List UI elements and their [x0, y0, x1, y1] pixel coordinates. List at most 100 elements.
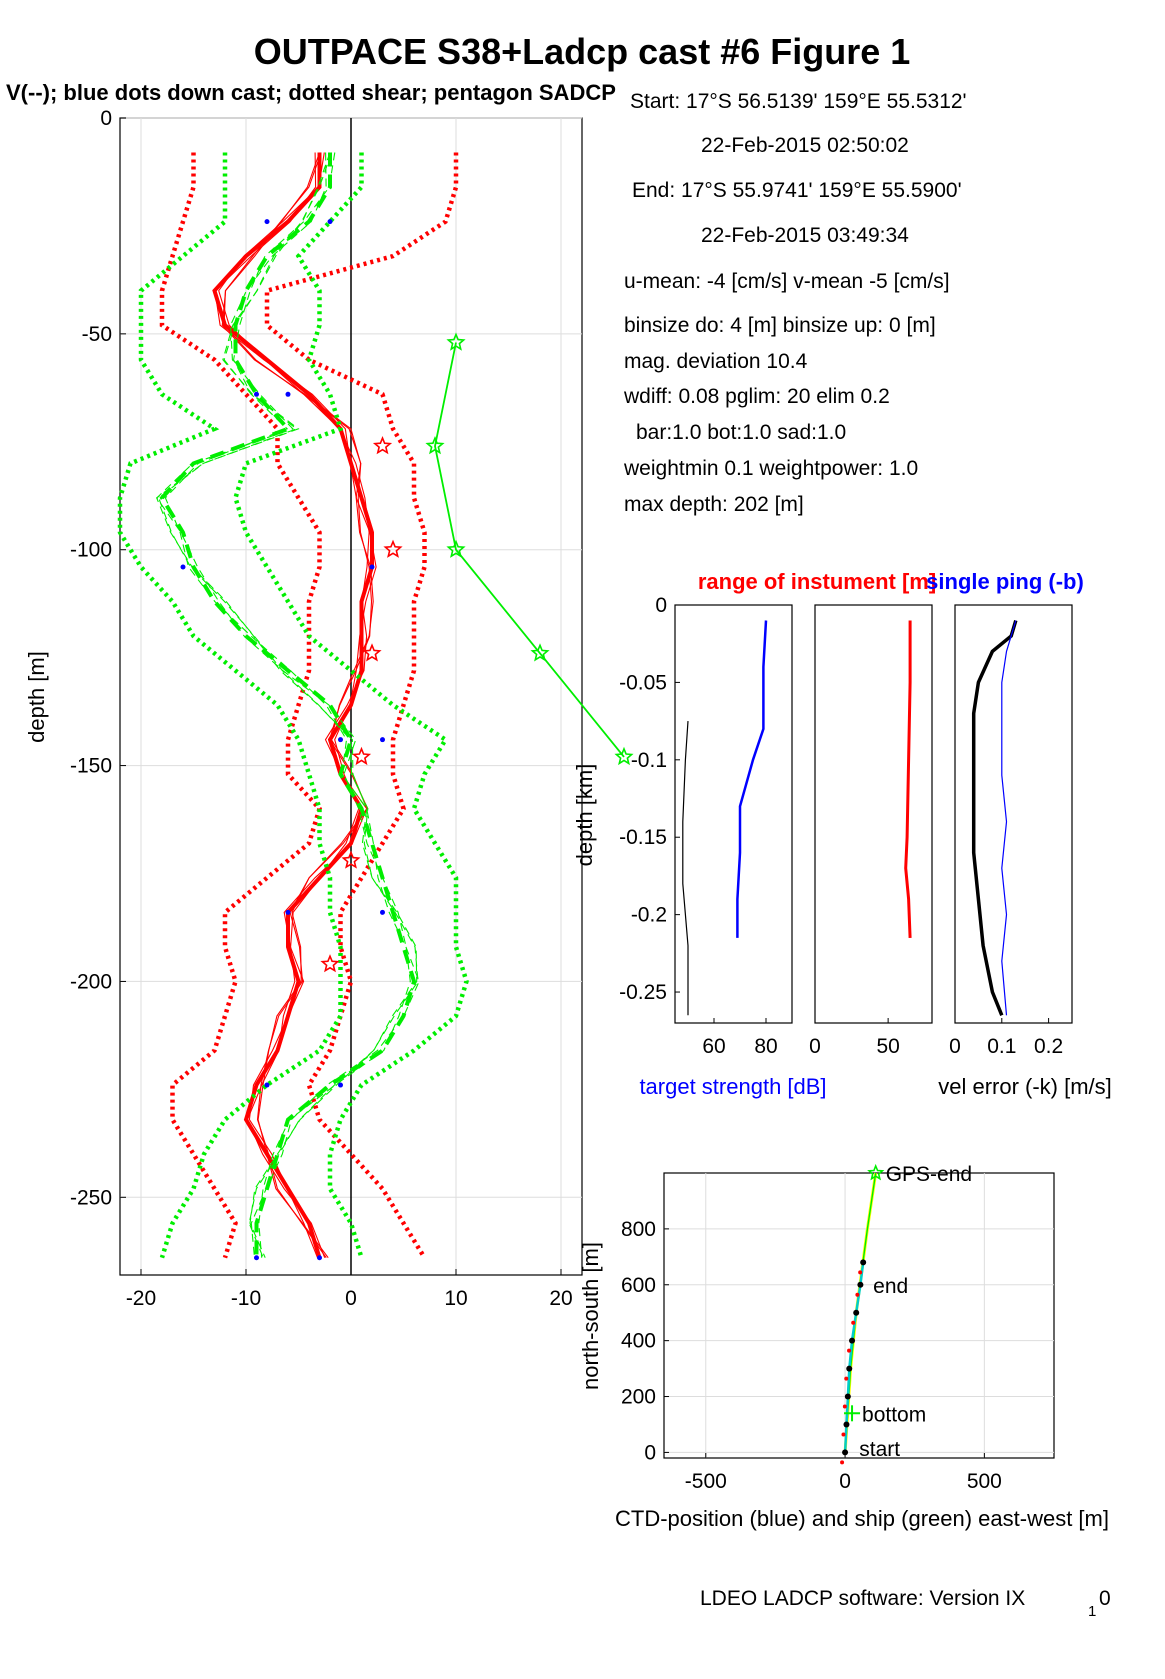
velocity-profile-panel: -20 -10 0 10 200-50-100-150-200-250 depth [m… — [24, 107, 634, 1310]
position-ytick-label: 600 — [621, 1274, 656, 1297]
single-ping-title: single ping (-b) — [926, 569, 1084, 594]
target_strength-ytick-label: -0.1 — [631, 749, 667, 772]
info-weightmin: weightmin 0.1 weightpower: 1.0 — [623, 457, 918, 480]
position-ytick-label: 0 — [644, 1441, 656, 1464]
v-mean-ensemble-line — [164, 152, 420, 1258]
vel_error-xtick-label: 0.2 — [1034, 1035, 1063, 1058]
position-ytick-label: 200 — [621, 1386, 656, 1409]
position-grid — [664, 1173, 1054, 1458]
position-ticks: -500 0 500 0 200 400 600 800 — [621, 1218, 1002, 1493]
gps-end-marker — [867, 1163, 885, 1181]
position-series: GPS-end end bottom start — [840, 1163, 972, 1465]
range-panel-title: range of instument [m] — [698, 569, 936, 594]
velocity-ylabel: depth [m] — [24, 651, 49, 743]
sadcp-v-marker — [446, 539, 466, 558]
ctd-position-red-dot — [851, 1320, 856, 1325]
footer-subscript: 1 — [1088, 1603, 1096, 1620]
velocity-ytick-label: -50 — [82, 323, 112, 346]
sadcp-u-marker — [362, 643, 382, 662]
u-shear_low-line — [159, 152, 323, 1259]
downcast-dot — [317, 1255, 322, 1261]
vel_error-blue-line — [1001, 620, 1017, 1016]
downcast-dot — [285, 909, 291, 915]
position-axes-box — [663, 1172, 1055, 1459]
downcast-dot — [180, 564, 186, 570]
v-shear_high-line — [233, 152, 469, 1259]
target-strength-panel: 60 800-0.05-0.1-0.15-0.2-0.25 depth [km] … — [572, 594, 827, 1099]
v-mean-ensemble-line — [158, 152, 419, 1258]
v-mean-ensemble-line — [156, 152, 418, 1258]
range-xtick-label: 50 — [876, 1035, 899, 1058]
vel_error-xtick-label: 0.1 — [987, 1035, 1016, 1058]
software-footer: LDEO LADCP software: Version IX 1 0 — [700, 1587, 1111, 1620]
ctd-position-dot — [842, 1449, 849, 1456]
info-start-time: 22-Feb-2015 02:50:02 — [701, 134, 909, 157]
sadcp-v-marker — [530, 643, 550, 662]
figure-title: OUTPACE S38+Ladcp cast #6 Figure 1 — [254, 31, 911, 72]
info-max-depth: max depth: 202 [m] — [624, 493, 804, 516]
range-panel: 0 50 — [809, 604, 933, 1058]
ctd-position-red-dot — [847, 1348, 852, 1353]
downcast-dot — [264, 1082, 270, 1088]
range-ticks: 0 50 — [809, 1018, 900, 1058]
ctd-position-red-dot — [844, 1376, 849, 1381]
velocity-ytick-label: -200 — [70, 970, 112, 993]
ctd-position-dot — [853, 1309, 860, 1316]
sadcp-v-marker — [446, 332, 466, 351]
sadcp-u-marker — [383, 539, 403, 558]
target_strength-ytick-label: -0.25 — [619, 981, 667, 1004]
position-ylabel: north-south [m] — [578, 1242, 603, 1390]
downcast-dot — [254, 391, 259, 397]
velocity-xtick-label: 20 — [549, 1287, 572, 1310]
target_strength-black-line — [682, 721, 689, 1016]
position-marker-label-bottom: bottom — [862, 1403, 926, 1426]
info-end-time: 22-Feb-2015 03:49:34 — [701, 224, 909, 247]
position-xlabel: CTD-position (blue) and ship (green) eas… — [615, 1506, 1109, 1531]
ctd-position-red-dot — [841, 1432, 846, 1437]
v-mean-ensemble-line — [156, 152, 411, 1258]
position-ytick-label: 400 — [621, 1330, 656, 1353]
target_strength-ytick-label: -0.15 — [619, 826, 667, 849]
velocity-xtick-label: -10 — [231, 1287, 261, 1310]
sadcp-v-marker — [614, 746, 634, 766]
velocity-ytick-label: -250 — [70, 1186, 112, 1209]
cast-info-block: Start: 17°S 56.5139' 159°E 55.5312' 22-F… — [623, 90, 967, 516]
range-axes-box — [814, 604, 933, 1024]
target_strength-xtick-label: 60 — [702, 1035, 725, 1058]
position-marker-label-start: start — [859, 1438, 900, 1461]
vel-error-xlabel: vel error (-k) [m/s] — [938, 1074, 1112, 1099]
target-strength-axes-box — [674, 604, 793, 1024]
downcast-dot — [380, 909, 385, 915]
sadcp-u-marker — [351, 746, 372, 766]
velocity-xtick-label: 0 — [345, 1287, 357, 1310]
velocity-ticks: -20 -10 0 10 200-50-100-150-200-250 — [70, 107, 573, 1310]
downcast-dot — [285, 391, 291, 397]
info-binsize: binsize do: 4 [m] binsize up: 0 [m] — [624, 314, 936, 337]
footer-text: LDEO LADCP software: Version IX — [700, 1587, 1025, 1610]
ctd-position-dot — [846, 1365, 853, 1372]
ctd-position-dot — [843, 1421, 850, 1428]
ctd-position-red-dot — [855, 1292, 860, 1297]
downcast-dot — [338, 737, 343, 743]
info-wdiff: wdiff: 0.08 pglim: 20 elim 0.2 — [623, 385, 890, 408]
sadcp-v-line — [434, 342, 625, 758]
range-series — [904, 620, 912, 938]
position-panel: GPS-end end bottom start -500 0 500 0 200 400 600… — [578, 1163, 1109, 1531]
velocity-xtick-label: -20 — [126, 1287, 156, 1310]
position-xtick-label: -500 — [685, 1470, 727, 1493]
target-strength-xlabel: target strength [dB] — [639, 1074, 826, 1099]
downcast-dot — [380, 737, 385, 743]
vel_error-xtick-label: 0 — [949, 1035, 961, 1058]
vel-error-axes-box — [954, 604, 1073, 1024]
info-mean-velocity: u-mean: -4 [cm/s] v-mean -5 [cm/s] — [624, 270, 950, 293]
target_strength-ytick-label: -0.2 — [631, 904, 667, 927]
downcast-dot — [338, 1082, 343, 1088]
target-strength-ticks: 60 80 0 -0.05 -0.1 -0.15 -0.2 -0.25 — [619, 594, 778, 1058]
velocity-ytick-label: 0 — [100, 107, 112, 130]
info-mag-deviation: mag. deviation 10.4 — [624, 350, 808, 373]
sadcp-u-marker — [320, 954, 340, 973]
ctd-position-red-dot — [842, 1404, 847, 1409]
position-ytick-label: 800 — [621, 1218, 656, 1241]
target_strength-ytick-label: -0.05 — [619, 671, 667, 694]
